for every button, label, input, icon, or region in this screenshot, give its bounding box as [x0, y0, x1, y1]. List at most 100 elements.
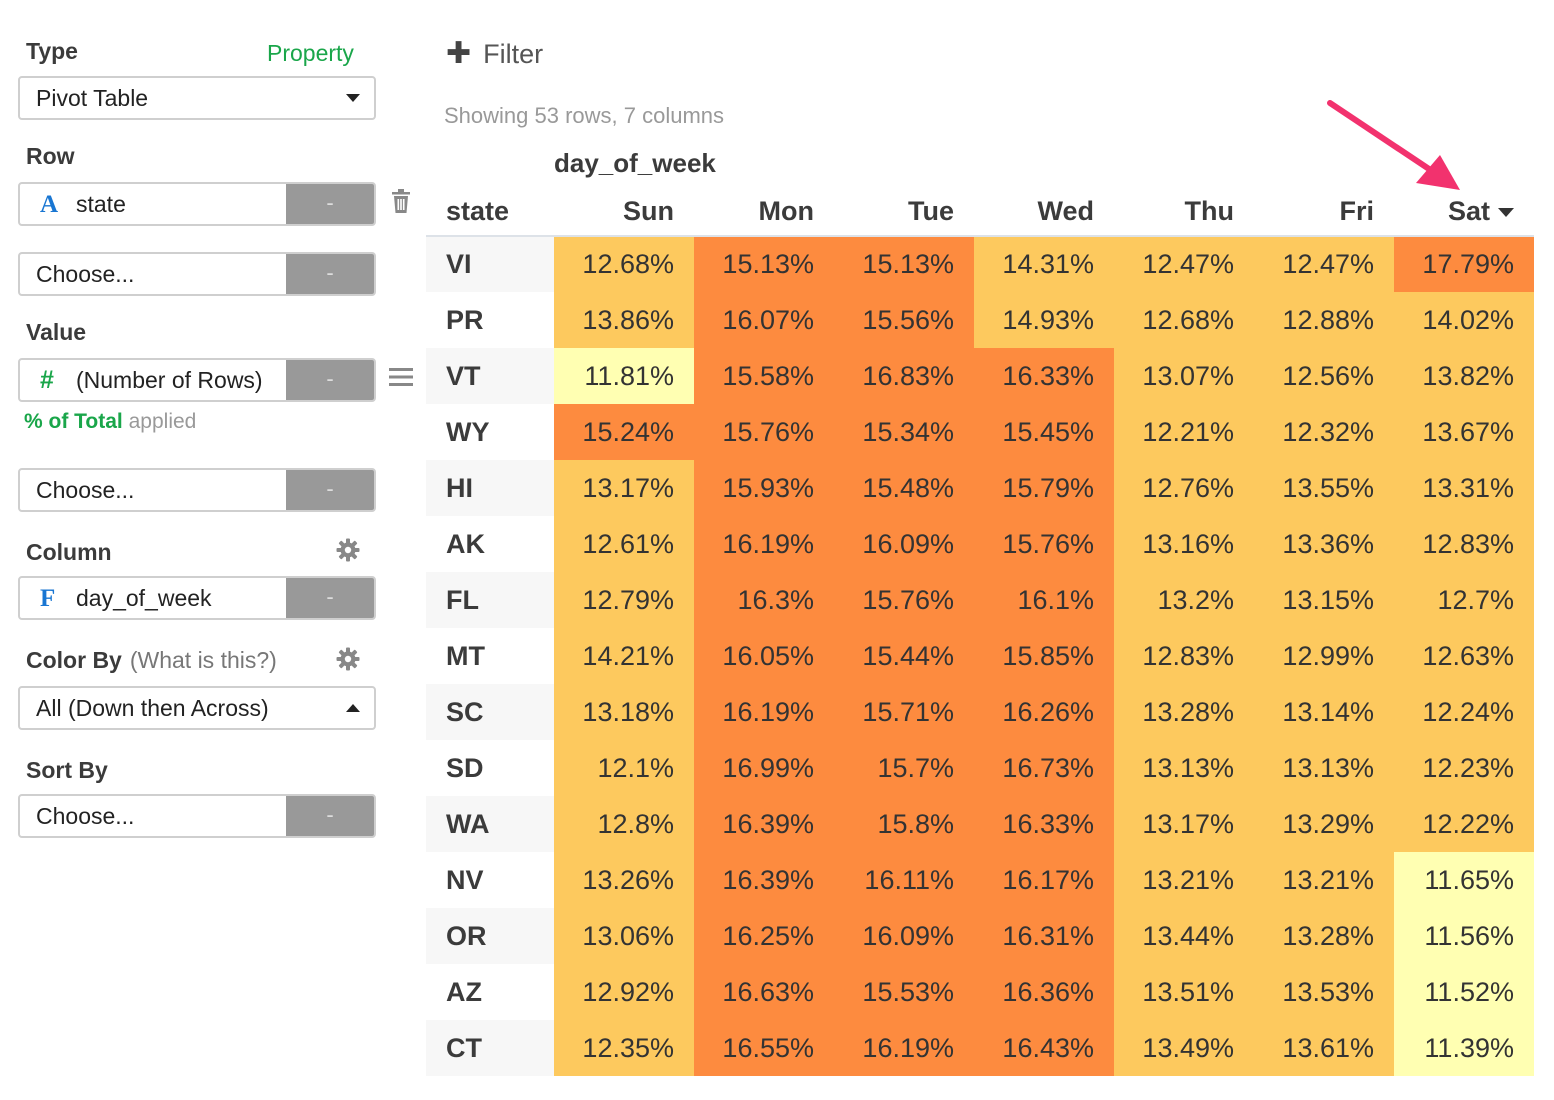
row-header-state[interactable]: state [426, 188, 554, 237]
pivot-cell: 16.36% [974, 964, 1114, 1020]
pivot-cell: 15.34% [834, 404, 974, 460]
table-row: CT 12.35% 16.55% 16.19% 16.43% 13.49% 13.61% 11… [426, 1020, 1534, 1076]
chevron-down-icon[interactable] [1498, 208, 1514, 218]
pivot-cell: 13.53% [1254, 964, 1394, 1020]
pivot-cell: 16.83% [834, 348, 974, 404]
table-row: PR 13.86% 16.07% 15.56% 14.93% 12.68% 12.88% 14… [426, 292, 1534, 348]
chevron-up-icon [346, 704, 360, 712]
sort-by-field[interactable]: Choose... - [18, 794, 376, 838]
pivot-cell: 13.28% [1254, 908, 1394, 964]
row-label-state: OR [426, 908, 554, 964]
color-by-gear-icon[interactable] [336, 647, 360, 678]
pivot-cell: 16.17% [974, 852, 1114, 908]
pivot-cell: 15.56% [834, 292, 974, 348]
pivot-cell: 11.65% [1394, 852, 1534, 908]
pivot-cell: 16.1% [974, 572, 1114, 628]
table-row: VT 11.81% 15.58% 16.83% 16.33% 13.07% 12.56% 13… [426, 348, 1534, 404]
pivot-cell: 13.15% [1254, 572, 1394, 628]
pivot-cell: 13.07% [1114, 348, 1254, 404]
value-field[interactable]: # (Number of Rows) - [18, 358, 376, 402]
trash-icon[interactable] [389, 188, 413, 221]
table-row: WY 15.24% 15.76% 15.34% 15.45% 12.21% 12.32% 13… [426, 404, 1534, 460]
chart-type-select[interactable]: Pivot Table [18, 76, 376, 120]
row-choose-field[interactable]: Choose... - [18, 252, 376, 296]
value-label: Value [26, 319, 87, 345]
pivot-cell: 13.51% [1114, 964, 1254, 1020]
pivot-cell: 13.13% [1254, 740, 1394, 796]
pivot-cell: 15.13% [694, 236, 834, 292]
value-choose-field[interactable]: Choose... - [18, 468, 376, 512]
color-by-help-link[interactable]: (What is this?) [129, 647, 277, 673]
pivot-cell: 16.33% [974, 796, 1114, 852]
column-header-mon[interactable]: Mon [694, 188, 834, 237]
pivot-cell: 16.25% [694, 908, 834, 964]
column-header-sat[interactable]: Sat [1394, 188, 1534, 237]
pivot-cell: 17.79% [1394, 236, 1534, 292]
pivot-cell: 15.76% [834, 572, 974, 628]
column-header-wed[interactable]: Wed [974, 188, 1114, 237]
pivot-cell: 16.19% [694, 516, 834, 572]
value-choose-button[interactable]: - [286, 470, 374, 510]
table-row: SC 13.18% 16.19% 15.71% 16.26% 13.28% 13.14% 12… [426, 684, 1534, 740]
pivot-cell: 13.55% [1254, 460, 1394, 516]
row-label-state: WY [426, 404, 554, 460]
color-by-select[interactable]: All (Down then Across) [18, 686, 376, 730]
pivot-cell: 12.61% [554, 516, 694, 572]
pivot-cell: 12.47% [1114, 236, 1254, 292]
percent-of-total-link[interactable]: % of Total [24, 410, 123, 433]
row-label-state: VT [426, 348, 554, 404]
sort-by-button[interactable]: - [286, 796, 374, 836]
property-link[interactable]: Property [267, 40, 354, 66]
table-row: VI 12.68% 15.13% 15.13% 14.31% 12.47% 12.47% 17… [426, 236, 1534, 292]
pivot-cell: 11.52% [1394, 964, 1534, 1020]
chevron-down-icon [346, 94, 360, 102]
add-filter-button[interactable]: ✚ Filter [446, 36, 543, 71]
column-field-menu-button[interactable]: - [286, 578, 374, 618]
row-count-summary: Showing 53 rows, 7 columns [444, 103, 725, 128]
pivot-cell: 12.24% [1394, 684, 1534, 740]
column-header-thu[interactable]: Thu [1114, 188, 1254, 237]
column-label: Column [26, 539, 112, 565]
row-choose-button[interactable]: - [286, 254, 374, 294]
gear-icon[interactable] [336, 538, 360, 569]
arrow-annotation-icon [1327, 100, 1460, 190]
pivot-cell: 15.79% [974, 460, 1114, 516]
pivot-cell: 11.39% [1394, 1020, 1534, 1076]
pivot-body: VI 12.68% 15.13% 15.13% 14.31% 12.47% 12.47% 17… [426, 236, 1534, 1076]
pivot-header-row: state Sun Mon Tue Wed Thu Fri Sat [426, 188, 1534, 237]
column-header-tue[interactable]: Tue [834, 188, 974, 237]
pivot-cell: 14.31% [974, 236, 1114, 292]
type-label: Type [26, 38, 78, 64]
value-field-menu-button[interactable]: - [286, 360, 374, 400]
pivot-cell: 16.43% [974, 1020, 1114, 1076]
value-aggregation-note: % of Total applied [24, 410, 196, 434]
pivot-cell: 12.83% [1114, 628, 1254, 684]
table-row: MT 14.21% 16.05% 15.44% 15.85% 12.83% 12.99% 12… [426, 628, 1534, 684]
row-field-menu-button[interactable]: - [286, 184, 374, 224]
filter-label: Filter [483, 39, 544, 69]
table-row: HI 13.17% 15.93% 15.48% 15.79% 12.76% 13.55% 13… [426, 460, 1534, 516]
factor-type-icon: F [40, 585, 56, 612]
pivot-cell: 16.39% [694, 852, 834, 908]
pivot-cell: 13.31% [1394, 460, 1534, 516]
row-label-state: MT [426, 628, 554, 684]
pivot-cell: 16.19% [834, 1020, 974, 1076]
value-field-name: (Number of Rows) [76, 367, 263, 393]
pivot-cell: 13.06% [554, 908, 694, 964]
pivot-cell: 13.13% [1114, 740, 1254, 796]
table-row: NV 13.26% 16.39% 16.11% 16.17% 13.21% 13.21% 11… [426, 852, 1534, 908]
pivot-cell: 13.2% [1114, 572, 1254, 628]
pivot-cell: 12.7% [1394, 572, 1534, 628]
pivot-cell: 13.18% [554, 684, 694, 740]
pivot-cell: 16.11% [834, 852, 974, 908]
menu-icon[interactable] [389, 366, 413, 395]
column-header-sun[interactable]: Sun [554, 188, 694, 237]
column-header-fri[interactable]: Fri [1254, 188, 1394, 237]
pivot-cell: 15.71% [834, 684, 974, 740]
pivot-cell: 16.05% [694, 628, 834, 684]
pivot-cell: 13.29% [1254, 796, 1394, 852]
